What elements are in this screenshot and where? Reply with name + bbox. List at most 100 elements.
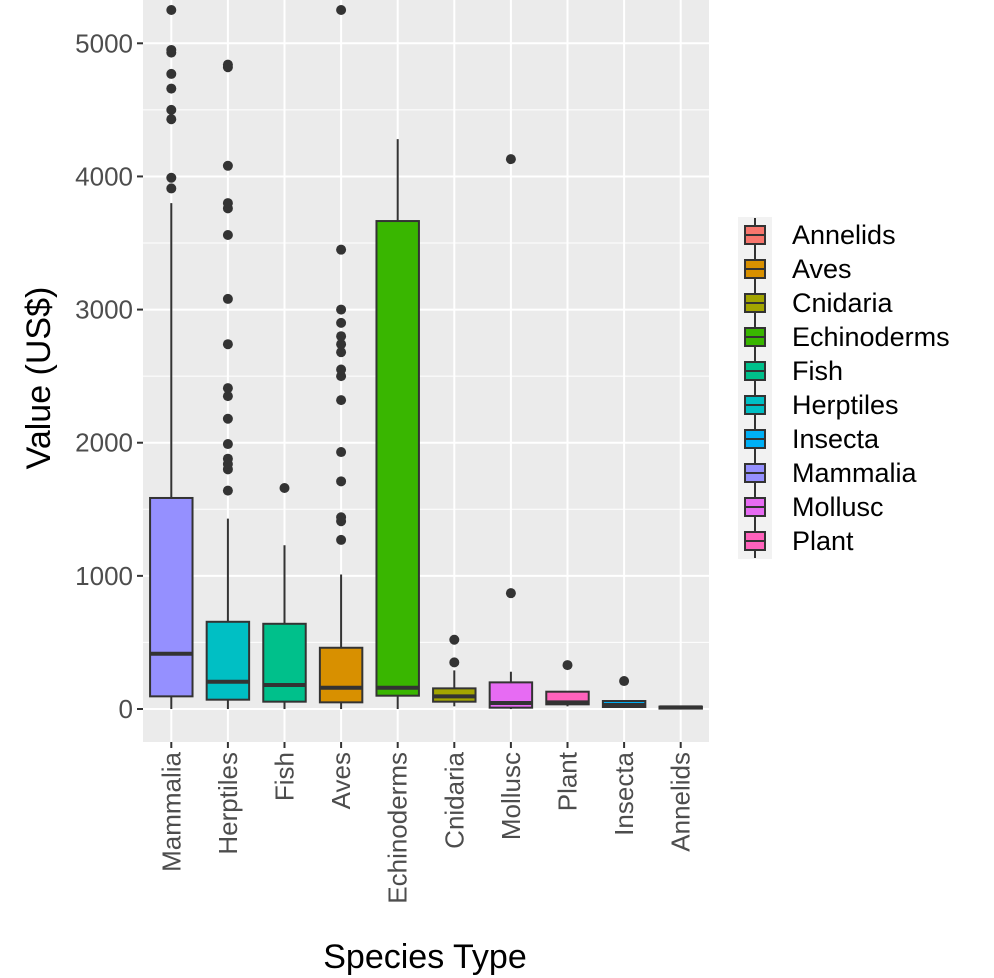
outlier-point [336, 364, 347, 375]
y-tick-label: 0 [119, 694, 133, 724]
outlier-point [166, 172, 177, 183]
outlier-point [336, 534, 347, 545]
outlier-point [222, 339, 233, 350]
box-aves [318, 5, 364, 709]
box-body [149, 496, 194, 698]
outlier-point [336, 339, 347, 350]
outlier-point [336, 317, 347, 328]
box-body [205, 620, 251, 701]
outlier-point [166, 83, 177, 94]
legend-item-mollusc: Mollusc [744, 490, 884, 524]
outlier-point [222, 160, 233, 171]
outlier-point [222, 439, 233, 450]
outlier-point [619, 676, 630, 687]
outlier-point [166, 68, 177, 79]
box-mollusc [488, 154, 534, 709]
y-tick-label: 1000 [75, 561, 133, 591]
box-body [318, 646, 364, 704]
legend-item-cnidaria: Cnidaria [744, 286, 894, 320]
legend-item-plant: Plant [744, 524, 854, 558]
legend-item-annelids: Annelids [744, 218, 896, 252]
outlier-point [166, 183, 177, 194]
box-echinoderms [375, 139, 420, 709]
legend-label: Annelids [792, 220, 896, 250]
x-axis: Mammalia Herptiles Fish Aves Echinoderms Cnid… [156, 742, 696, 904]
box-body [375, 220, 420, 697]
x-tick-label: Plant [553, 751, 583, 811]
box-series [149, 5, 703, 710]
x-tick-label: Mollusc [496, 752, 526, 840]
outlier-point [336, 331, 347, 342]
y-tick-label: 2000 [75, 428, 133, 458]
outlier-point [336, 512, 347, 523]
box-plant [545, 660, 590, 707]
x-tick-label: Fish [270, 752, 300, 801]
outlier-point [336, 5, 347, 16]
outlier-point [222, 453, 233, 464]
box-fish [262, 482, 307, 709]
y-tick-label: 3000 [75, 295, 133, 325]
y-tick-label: 4000 [75, 161, 133, 191]
legend-label: Herptiles [792, 390, 899, 420]
outlier-point [449, 657, 460, 668]
legend-label: Plant [792, 526, 854, 556]
outlier-point [279, 482, 290, 493]
x-axis-title: Species Type [323, 938, 527, 976]
outlier-point [336, 395, 347, 406]
y-axis-title: Value (US$) [20, 287, 58, 470]
legend-item-insecta: Insecta [744, 422, 880, 456]
y-tick-label: 5000 [75, 28, 133, 58]
legend-item-mammalia: Mammalia [744, 456, 918, 490]
box-annelids [658, 705, 703, 710]
outlier-point [166, 5, 177, 16]
outlier-point [166, 114, 177, 125]
legend-label: Cnidaria [792, 288, 894, 318]
outlier-point [222, 230, 233, 241]
plot-panel [143, 0, 709, 742]
outlier-point [222, 383, 233, 394]
outlier-point [336, 447, 347, 458]
outlier-point [222, 485, 233, 496]
box-cnidaria [432, 634, 477, 707]
x-tick-label: Annelids [666, 752, 696, 852]
outlier-point [336, 244, 347, 255]
outlier-point [222, 391, 233, 402]
outlier-point [336, 347, 347, 358]
x-tick-label: Herptiles [213, 752, 243, 855]
outlier-point [336, 304, 347, 315]
outlier-point [222, 413, 233, 424]
x-tick-label: Cnidaria [439, 751, 469, 848]
legend-item-aves: Aves [744, 252, 852, 286]
outlier-point [222, 59, 233, 70]
outlier-point [562, 660, 573, 671]
x-tick-label: Aves [326, 752, 356, 809]
outlier-point [166, 44, 177, 55]
outlier-point [336, 476, 347, 487]
outlier-point [222, 293, 233, 304]
legend-label: Insecta [792, 424, 880, 454]
legend-label: Echinoderms [792, 322, 950, 352]
box-insecta [601, 676, 647, 709]
legend-label: Mollusc [792, 492, 884, 522]
legend: Annelids Aves Cnidaria Echinoderms Fish Herpt… [738, 217, 950, 559]
y-axis: 0 1000 2000 3000 4000 5000 [75, 28, 143, 724]
panel-background [143, 0, 709, 742]
x-tick-label: Insecta [609, 751, 639, 835]
x-tick-label: Mammalia [156, 751, 186, 871]
outlier-point [449, 634, 460, 645]
legend-item-echinoderms: Echinoderms [744, 320, 950, 354]
box-mammalia [149, 5, 194, 709]
x-tick-label: Echinoderms [383, 752, 413, 904]
outlier-point [166, 104, 177, 115]
legend-label: Mammalia [792, 458, 918, 488]
outlier-point [505, 154, 516, 165]
outlier-point [222, 198, 233, 209]
legend-label: Aves [792, 254, 852, 284]
outlier-point [505, 588, 516, 599]
box-herptiles [205, 59, 251, 709]
legend-item-fish: Fish [744, 354, 843, 388]
box-body [262, 622, 307, 703]
legend-label: Fish [792, 356, 843, 386]
legend-item-herptiles: Herptiles [744, 388, 899, 422]
